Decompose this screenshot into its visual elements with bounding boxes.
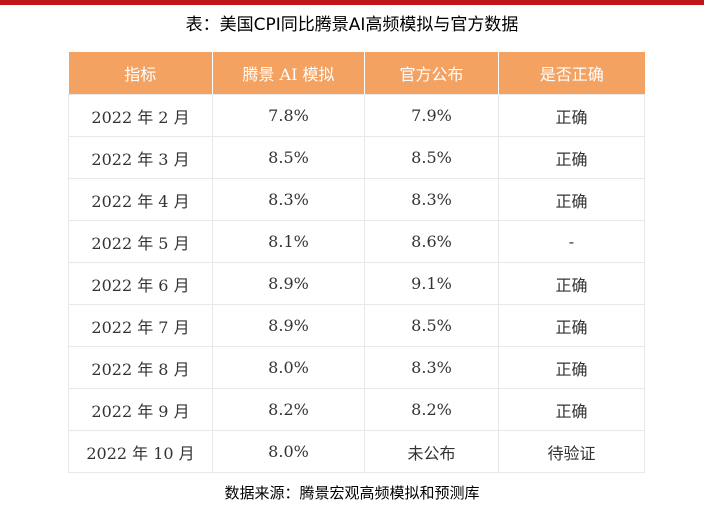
- data-source-note: 数据来源：腾景宏观高频模拟和预测库: [224, 484, 480, 502]
- table-row: 2022 年 8 月 8.0% 8.3% 正确: [68, 346, 645, 389]
- cell-ai-value: 7.8%: [212, 94, 365, 137]
- cell-month: 2022 年 8 月: [68, 346, 213, 389]
- cell-ai-value: 8.3%: [212, 178, 365, 221]
- header-correct: 是否正确: [498, 52, 645, 95]
- cell-ai-value: 8.5%: [212, 136, 365, 179]
- cell-month: 2022 年 7 月: [68, 304, 213, 347]
- cell-ai-value: 8.0%: [212, 346, 365, 389]
- cell-correct: 正确: [498, 304, 645, 347]
- cell-correct: 待验证: [498, 430, 645, 473]
- cell-month: 2022 年 5 月: [68, 220, 213, 263]
- cell-ai-value: 8.9%: [212, 304, 365, 347]
- cell-official-value: 8.6%: [364, 220, 499, 263]
- cell-official-value: 8.5%: [364, 304, 499, 347]
- header-ai-simulation: 腾景 AI 模拟: [212, 52, 365, 95]
- table-row: 2022 年 3 月 8.5% 8.5% 正确: [68, 136, 645, 179]
- cell-month: 2022 年 2 月: [68, 94, 213, 137]
- table-body: 2022 年 2 月 7.8% 7.9% 正确 2022 年 3 月 8.5% 8.5% 正确…: [68, 94, 645, 473]
- table-row: 2022 年 5 月 8.1% 8.6% -: [68, 220, 645, 263]
- cell-correct: 正确: [498, 388, 645, 431]
- cell-correct: 正确: [498, 262, 645, 305]
- cell-correct: 正确: [498, 136, 645, 179]
- header-indicator: 指标: [68, 52, 213, 95]
- header-official: 官方公布: [364, 52, 499, 95]
- cell-official-value: 8.2%: [364, 388, 499, 431]
- table-row: 2022 年 6 月 8.9% 9.1% 正确: [68, 262, 645, 305]
- cell-ai-value: 8.1%: [212, 220, 365, 263]
- cell-official-value: 9.1%: [364, 262, 499, 305]
- cell-month: 2022 年 10 月: [68, 430, 213, 473]
- table-title: 表：美国CPI同比腾景AI高频模拟与官方数据: [185, 15, 519, 35]
- table-row: 2022 年 7 月 8.9% 8.5% 正确: [68, 304, 645, 347]
- cell-month: 2022 年 3 月: [68, 136, 213, 179]
- cell-official-value: 7.9%: [364, 94, 499, 137]
- cell-correct: 正确: [498, 94, 645, 137]
- table-row: 2022 年 10 月 8.0% 未公布 待验证: [68, 430, 645, 473]
- table-row: 2022 年 2 月 7.8% 7.9% 正确: [68, 94, 645, 137]
- cell-ai-value: 8.2%: [212, 388, 365, 431]
- cpi-comparison-table: 指标 腾景 AI 模拟 官方公布 是否正确 2022 年 2 月 7.8% 7.9%…: [68, 52, 645, 473]
- table-row: 2022 年 9 月 8.2% 8.2% 正确: [68, 388, 645, 431]
- cell-official-value: 未公布: [364, 430, 499, 473]
- cell-correct: 正确: [498, 346, 645, 389]
- table-row: 2022 年 4 月 8.3% 8.3% 正确: [68, 178, 645, 221]
- cell-month: 2022 年 9 月: [68, 388, 213, 431]
- cell-ai-value: 8.0%: [212, 430, 365, 473]
- top-accent-rule: [0, 0, 704, 5]
- cell-official-value: 8.3%: [364, 346, 499, 389]
- cell-official-value: 8.5%: [364, 136, 499, 179]
- cell-month: 2022 年 6 月: [68, 262, 213, 305]
- cell-month: 2022 年 4 月: [68, 178, 213, 221]
- cell-correct: 正确: [498, 178, 645, 221]
- cell-ai-value: 8.9%: [212, 262, 365, 305]
- cell-official-value: 8.3%: [364, 178, 499, 221]
- cell-correct: -: [498, 220, 645, 263]
- table-header-row: 指标 腾景 AI 模拟 官方公布 是否正确: [68, 52, 645, 95]
